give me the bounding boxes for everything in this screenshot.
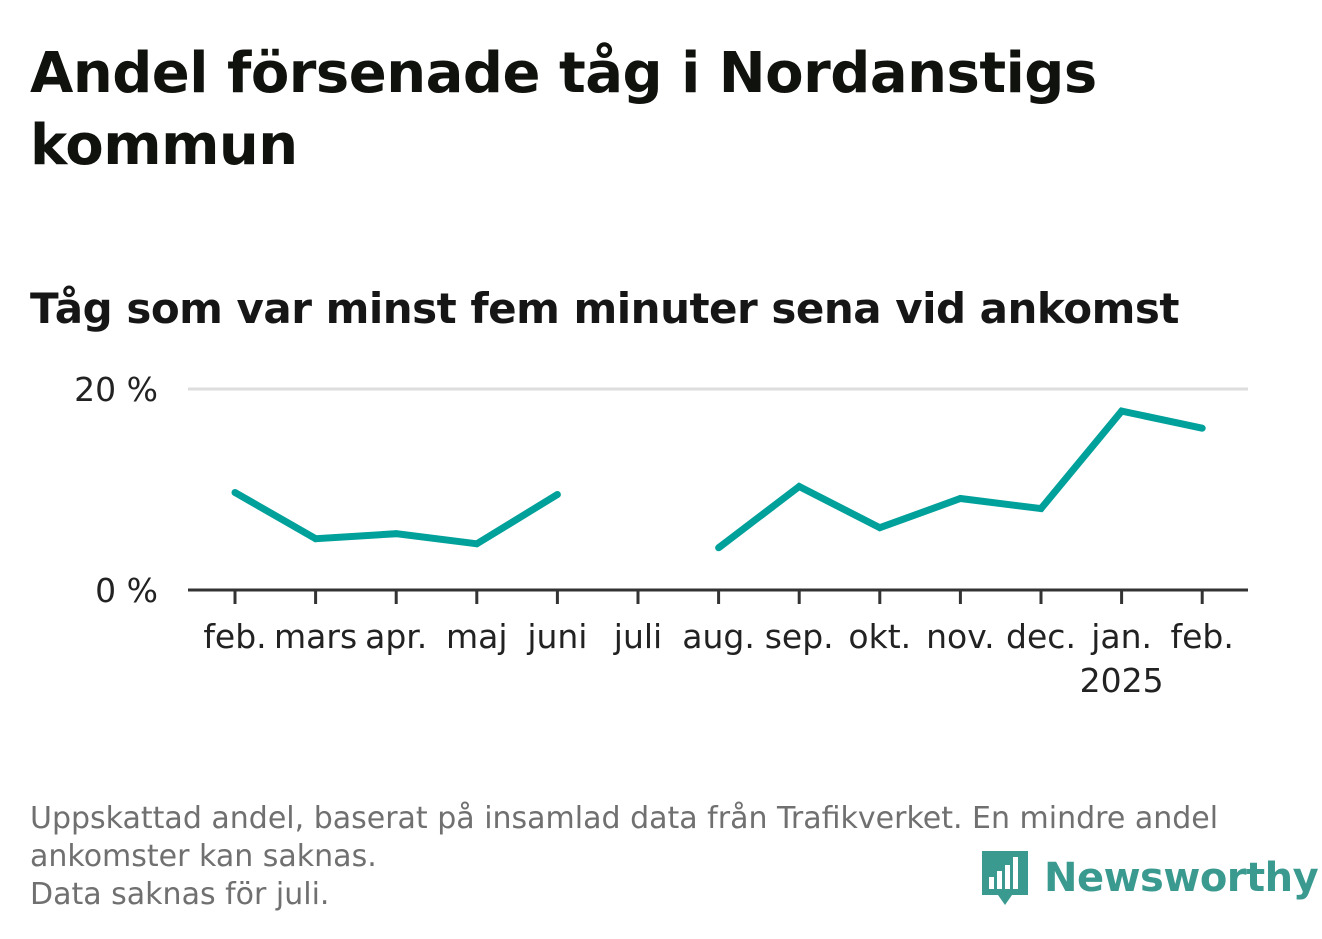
x-tick-label: apr. (365, 617, 427, 656)
chart-subtitle: Tåg som var minst fem minuter sena vid a… (30, 284, 1179, 333)
line-chart: 0 %20 % feb. mars apr. maj juni juli aug. sep. o… (74, 370, 1248, 700)
footer-note: Uppskattad andel, baserat på insamlad da… (30, 801, 1219, 874)
x-tick-label: juni (526, 617, 587, 656)
data-point (876, 524, 884, 532)
x-tick-label: sep. (765, 617, 834, 656)
newsworthy-logo-icon (982, 851, 1028, 905)
data-point (1198, 424, 1206, 432)
x-tick-label: feb. (1171, 617, 1234, 656)
data-point (473, 540, 481, 548)
x-tick-label: dec. (1006, 617, 1076, 656)
x-tick-label: nov. (926, 617, 995, 656)
y-tick-label: 20 % (74, 370, 158, 409)
series-line (233, 407, 1203, 551)
data-point (553, 491, 561, 499)
chart-title: Andel försenade tåg i Nordanstigs kommun (30, 41, 1097, 178)
x-tick-label: jan. (1090, 617, 1152, 656)
x-tick-label: feb. (203, 617, 266, 656)
brand-logo: Newsworthy (980, 846, 1319, 910)
x-tick-year-label: 2025 (1080, 661, 1164, 700)
grid-layer (188, 387, 1248, 592)
chart-footer: Uppskattad andel, baserat på insamlad da… (30, 800, 1290, 914)
x-tick-label: maj (446, 617, 508, 656)
data-point (715, 544, 723, 552)
data-point (1037, 505, 1045, 513)
x-tick-label: mars (274, 617, 357, 656)
x-tick-label: aug. (682, 617, 755, 656)
data-point (795, 482, 803, 490)
y-tick-label: 0 % (95, 571, 158, 610)
data-point (231, 489, 239, 497)
data-point (956, 495, 964, 503)
footer-missing-data-note: Data saknas för juli. (30, 877, 330, 912)
series-layer (231, 407, 1206, 552)
brand-name: Newsworthy (1044, 855, 1319, 901)
data-point (1118, 407, 1126, 415)
data-point (312, 535, 320, 543)
x-tick-label: okt. (848, 617, 911, 656)
y-axis-ticks: 0 % 20 % (74, 370, 158, 610)
data-point (392, 530, 400, 538)
x-tick-label: juli (613, 617, 662, 656)
x-axis-ticks: feb. mars apr. maj juni juli aug. sep. okt. nov. d… (203, 590, 1234, 700)
